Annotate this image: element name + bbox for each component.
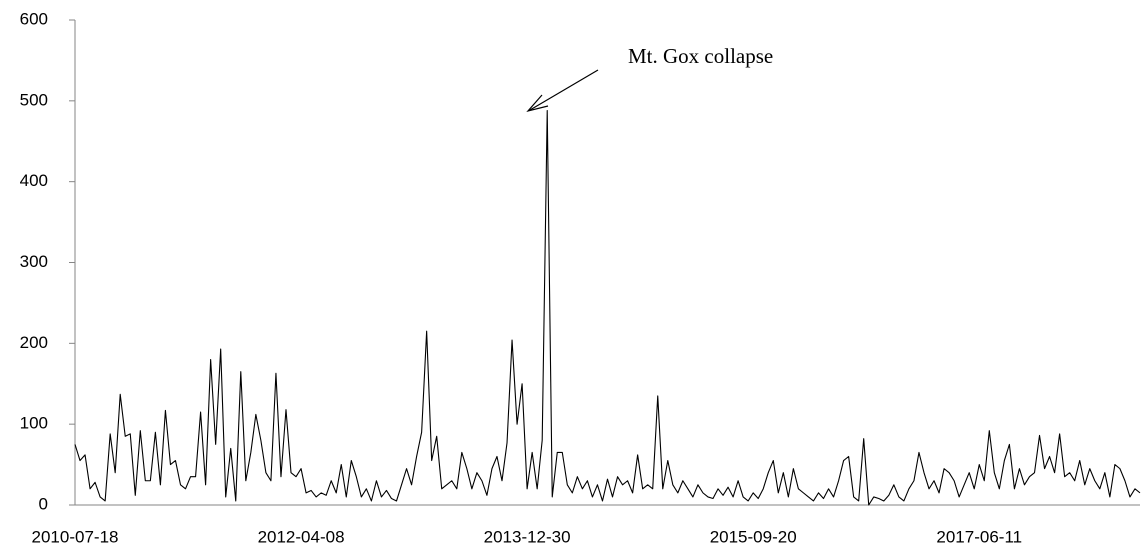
y-tick-label: 400	[20, 171, 48, 190]
y-tick-label: 200	[20, 333, 48, 352]
annotation: Mt. Gox collapse	[628, 44, 773, 68]
y-tick-label: 500	[20, 90, 48, 109]
y-tick-label: 100	[20, 414, 48, 433]
x-tick-label: 2012-04-08	[258, 527, 345, 546]
annotation-arrow	[526, 69, 599, 113]
y-tick-label: 300	[20, 252, 48, 271]
x-tick-label: 2017-06-11	[936, 527, 1022, 546]
x-tick-label: 2010-07-18	[32, 527, 119, 546]
data-line	[74, 109, 1141, 506]
x-tick-label: 2013-12-30	[484, 527, 571, 546]
y-tick-label: 0	[39, 494, 48, 513]
y-tick-label: 600	[20, 9, 48, 28]
x-tick-label: 2015-09-20	[710, 527, 797, 546]
